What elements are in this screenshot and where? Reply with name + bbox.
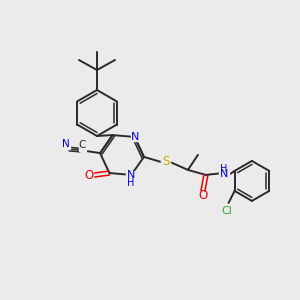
Text: Cl: Cl xyxy=(221,206,232,216)
Bar xyxy=(199,192,207,200)
Text: O: O xyxy=(85,169,94,182)
Text: S: S xyxy=(162,155,169,168)
Text: O: O xyxy=(198,189,208,203)
Bar xyxy=(220,206,232,214)
Text: N: N xyxy=(220,169,228,179)
Text: C: C xyxy=(78,140,86,150)
Bar xyxy=(130,133,139,141)
Bar xyxy=(85,171,93,179)
Text: H: H xyxy=(127,178,134,188)
Text: H: H xyxy=(220,164,228,174)
Text: N: N xyxy=(127,170,136,180)
Text: N: N xyxy=(62,139,70,149)
Bar xyxy=(161,158,170,166)
Bar xyxy=(79,144,86,151)
Text: N: N xyxy=(130,132,139,142)
Bar xyxy=(219,168,229,177)
Bar xyxy=(63,142,70,148)
Bar xyxy=(126,171,136,179)
